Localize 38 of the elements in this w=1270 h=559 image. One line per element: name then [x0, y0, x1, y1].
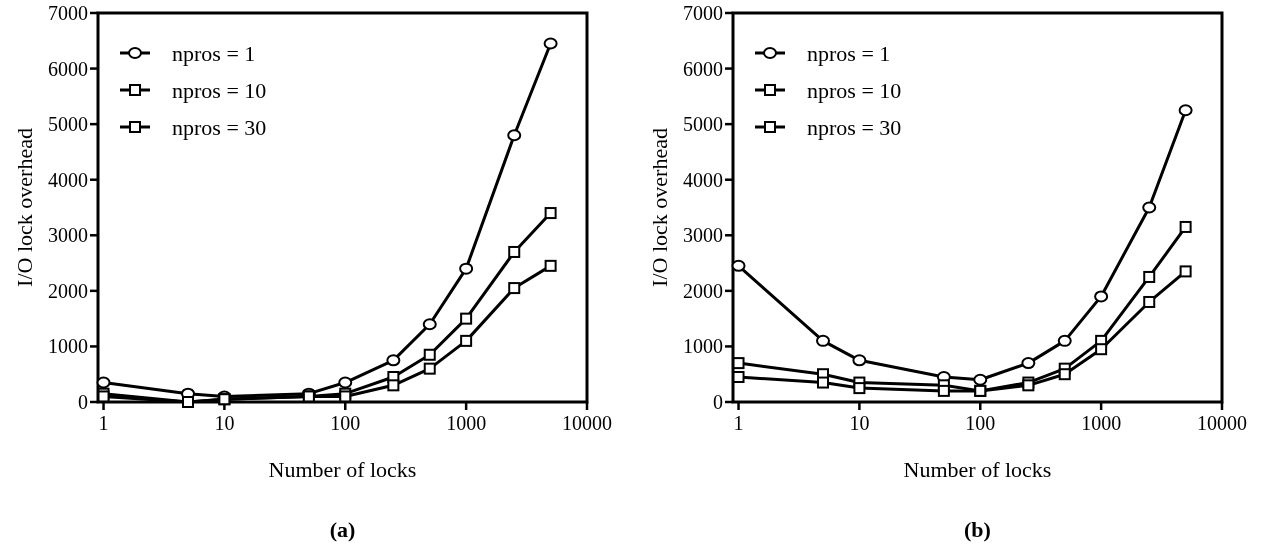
y-tick-label: 1000	[683, 335, 723, 358]
y-tick-label: 7000	[48, 2, 88, 24]
y-tick-label: 3000	[48, 224, 88, 247]
y-tick-label: 6000	[683, 57, 723, 80]
y-tick-label: 3000	[683, 224, 723, 247]
x-tick-label: 100	[965, 412, 996, 434]
y-tick-label: 6000	[48, 57, 88, 80]
legend-label: npros = 30	[807, 114, 902, 140]
y-tick-label: 5000	[48, 113, 88, 136]
y-axis-title: I/O lock overhead	[12, 128, 37, 287]
x-tick-label: 1	[98, 412, 109, 434]
x-axis-title: Number of locks	[903, 457, 1052, 482]
legend-label: npros = 1	[172, 40, 256, 66]
y-tick-label: 7000	[683, 2, 723, 24]
text: (a)	[329, 517, 356, 542]
y-axis-title: I/O lock overhead	[647, 128, 672, 287]
legend-label: npros = 10	[807, 77, 902, 103]
x-tick-label: 1000	[446, 412, 487, 434]
y-tick-label: 4000	[48, 168, 88, 191]
x-tick-label: 100	[330, 412, 361, 434]
legend-label: npros = 10	[172, 77, 267, 103]
x-tick-label: 10	[849, 412, 870, 434]
y-tick-label: 0	[713, 391, 723, 413]
x-axis-title: Number of locks	[268, 457, 417, 482]
y-tick-label: 1000	[48, 335, 88, 358]
y-tick-label: 0	[78, 391, 88, 413]
x-tick-label: 10000	[562, 412, 612, 434]
y-tick-label: 4000	[683, 168, 723, 191]
y-tick-label: 2000	[48, 279, 88, 302]
legend-label: npros = 1	[807, 40, 891, 66]
legend-label: npros = 30	[172, 114, 267, 140]
x-tick-label: 1	[733, 412, 744, 434]
x-tick-label: 10	[214, 412, 235, 434]
y-tick-label: 5000	[683, 113, 723, 136]
x-tick-label: 10000	[1197, 412, 1247, 434]
x-tick-label: 1000	[1081, 412, 1122, 434]
y-tick-label: 2000	[683, 279, 723, 302]
text: (b)	[964, 517, 991, 542]
